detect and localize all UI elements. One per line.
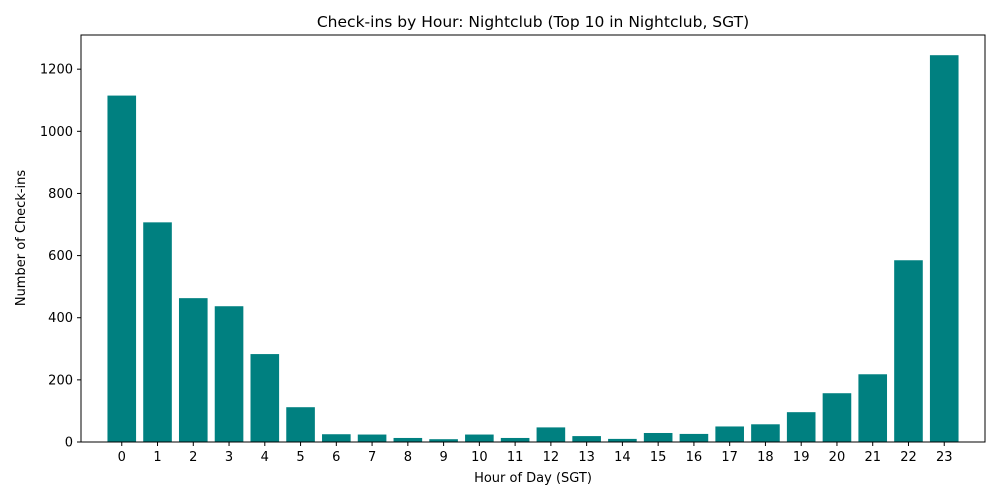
x-tick-label: 21 [864,450,881,465]
bar-hour-22 [894,260,923,442]
y-tick-label: 800 [48,187,73,202]
bar-hour-17 [715,426,744,442]
y-tick-label: 400 [48,311,73,326]
bar-hour-23 [929,55,959,443]
bar-hour-18 [751,424,780,442]
bar-hour-13 [572,436,601,442]
x-tick-label: 10 [471,450,488,465]
x-tick-label: 9 [439,450,447,465]
x-tick-label: 8 [404,450,412,465]
bars-group [107,55,959,443]
x-tick-label: 13 [578,450,595,465]
x-axis-title: Hour of Day (SGT) [474,471,592,486]
x-tick-label: 0 [118,450,126,465]
bar-hour-15 [643,432,673,442]
bar-hour-21 [858,374,888,442]
x-tick-label: 22 [900,450,917,465]
bar-hour-19 [786,412,816,442]
bar-hour-2 [178,298,208,442]
x-tick-label: 4 [261,450,269,465]
x-tick-label: 5 [296,450,304,465]
bar-hour-0 [107,95,137,442]
x-tick-label: 1 [153,450,161,465]
bar-hour-20 [822,393,852,442]
bar-hour-10 [465,434,494,442]
bar-hour-12 [536,427,566,442]
x-tick-label: 16 [686,450,703,465]
bar-hour-7 [357,434,387,442]
x-tick-label: 7 [368,450,376,465]
bar-hour-3 [214,306,244,442]
x-tick-label: 23 [936,450,953,465]
y-tick-label: 1000 [40,125,73,140]
x-tick-label: 15 [650,450,667,465]
plot-frame [80,34,986,443]
x-tick-label: 17 [721,450,738,465]
x-tick-label: 6 [332,450,340,465]
bar-hour-1 [143,222,172,442]
bar-hour-4 [250,354,280,442]
bar-hour-5 [286,407,315,442]
y-tick-label: 1200 [40,63,73,78]
y-axis-title: Number of Check-ins [14,170,29,307]
x-tick-label: 11 [507,450,524,465]
bar-hour-16 [679,433,709,442]
bar-hour-8 [393,437,423,442]
y-tick-label: 200 [48,373,73,388]
bar-hour-14 [608,438,637,442]
y-tick-label: 600 [48,249,73,264]
x-tick-label: 20 [829,450,846,465]
x-tick-label: 3 [225,450,233,465]
x-tick-label: 14 [614,450,631,465]
y-tick-label: 0 [65,436,73,451]
chart-title: Check-ins by Hour: Nightclub (Top 10 in … [317,13,749,31]
x-tick-label: 19 [793,450,810,465]
x-tick-label: 18 [757,450,774,465]
x-tick-label: 12 [543,450,560,465]
bar-hour-11 [500,437,530,442]
bar-hour-9 [429,439,458,442]
axes-group: 0 1 2 3 4 5 6 7 8 9 10 11 12 13 14 15 16 17 18 19 20 21 22 2302… [40,34,986,465]
x-tick-label: 2 [189,450,197,465]
bar-hour-6 [322,434,351,442]
